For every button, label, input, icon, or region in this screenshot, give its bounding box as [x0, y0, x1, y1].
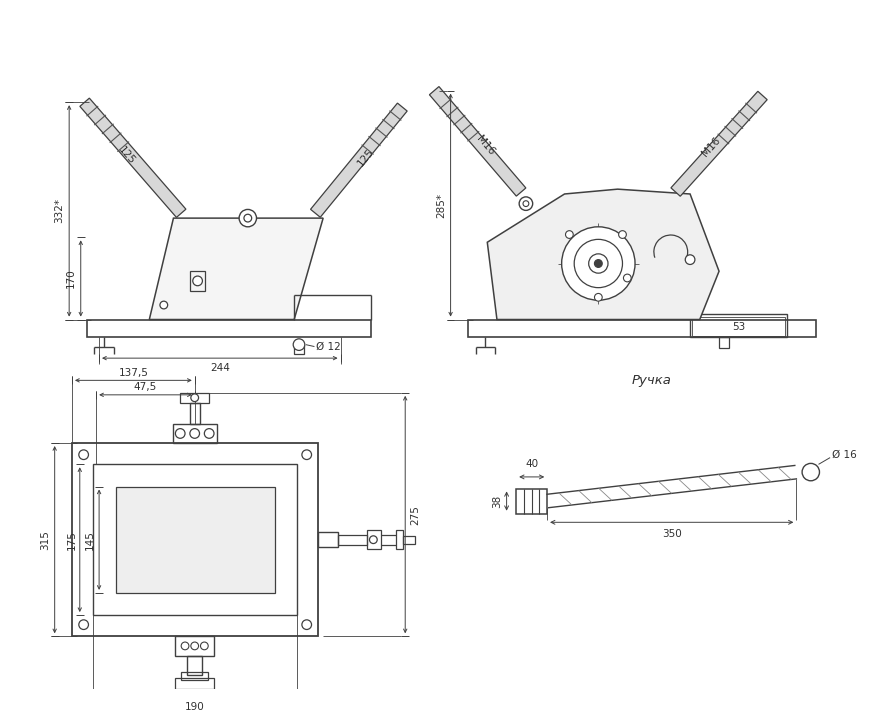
Circle shape — [519, 197, 532, 210]
Bar — [396, 530, 403, 550]
Bar — [190, 402, 199, 424]
Text: M16: M16 — [475, 134, 496, 156]
Bar — [295, 345, 304, 354]
Polygon shape — [80, 98, 186, 218]
Polygon shape — [671, 91, 767, 196]
Circle shape — [370, 536, 378, 543]
Circle shape — [79, 620, 88, 629]
Circle shape — [181, 642, 189, 650]
Text: 40: 40 — [525, 459, 538, 469]
Circle shape — [191, 642, 198, 650]
Bar — [87, 319, 371, 337]
Text: 170: 170 — [66, 269, 76, 289]
Polygon shape — [149, 218, 323, 319]
Text: 350: 350 — [662, 529, 682, 539]
Text: Ø 12: Ø 12 — [316, 341, 341, 351]
Circle shape — [79, 450, 88, 459]
Bar — [176, 636, 214, 656]
Circle shape — [594, 294, 602, 301]
Circle shape — [244, 214, 252, 222]
Polygon shape — [310, 103, 407, 218]
Text: 47,5: 47,5 — [134, 382, 157, 392]
Text: Ручка: Ручка — [632, 374, 671, 387]
Bar — [173, 424, 217, 443]
Circle shape — [160, 301, 168, 309]
Bar — [72, 443, 318, 636]
Bar — [318, 532, 337, 547]
Text: 244: 244 — [210, 363, 230, 373]
Circle shape — [302, 450, 311, 459]
Circle shape — [193, 276, 203, 286]
Bar — [180, 393, 209, 402]
Bar — [517, 488, 547, 513]
Circle shape — [523, 201, 529, 206]
Circle shape — [190, 429, 199, 438]
Bar — [115, 486, 274, 593]
Text: Ø 16: Ø 16 — [832, 449, 857, 460]
Circle shape — [594, 260, 602, 267]
Bar — [181, 672, 208, 680]
Circle shape — [623, 274, 631, 282]
Bar — [366, 530, 381, 550]
Bar — [94, 464, 297, 615]
Bar — [468, 319, 815, 337]
Circle shape — [562, 227, 635, 300]
Text: 175: 175 — [67, 530, 77, 550]
Circle shape — [191, 394, 198, 402]
Circle shape — [589, 254, 608, 273]
Circle shape — [685, 255, 695, 264]
Text: 190: 190 — [185, 702, 205, 711]
Text: 125: 125 — [116, 145, 136, 166]
Bar — [719, 337, 729, 348]
Bar — [692, 316, 785, 336]
Polygon shape — [429, 87, 526, 196]
Text: 275: 275 — [410, 505, 420, 525]
Bar — [176, 678, 214, 690]
Polygon shape — [488, 189, 719, 319]
Circle shape — [200, 642, 208, 650]
Bar — [690, 314, 787, 337]
Circle shape — [205, 429, 214, 438]
Bar — [337, 535, 366, 545]
Circle shape — [802, 464, 820, 481]
Text: 53: 53 — [732, 322, 745, 332]
Circle shape — [293, 339, 305, 351]
Text: 145: 145 — [85, 530, 94, 550]
Text: 125: 125 — [356, 147, 377, 169]
Circle shape — [176, 429, 185, 438]
Text: 332*: 332* — [54, 198, 65, 223]
Bar — [190, 271, 205, 291]
Circle shape — [239, 210, 256, 227]
Circle shape — [574, 240, 622, 288]
Text: M16: M16 — [700, 135, 722, 159]
Text: 38: 38 — [492, 494, 502, 508]
Circle shape — [565, 230, 573, 238]
Text: 137,5: 137,5 — [119, 368, 149, 378]
Text: 285*: 285* — [436, 193, 446, 218]
Bar — [403, 536, 415, 543]
Circle shape — [302, 620, 311, 629]
Bar — [187, 656, 203, 675]
Circle shape — [619, 230, 627, 238]
Text: 315: 315 — [40, 530, 50, 550]
